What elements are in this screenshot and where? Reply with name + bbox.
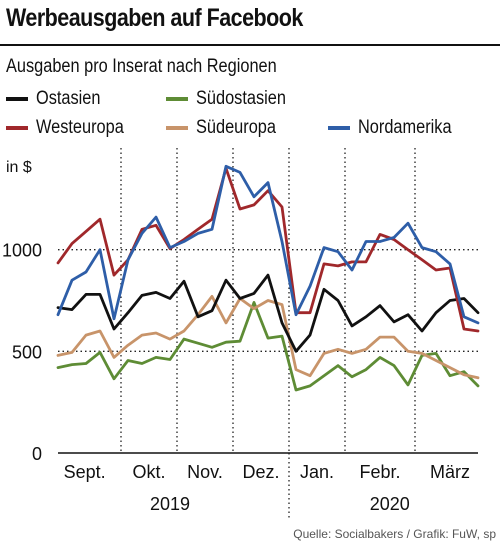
chart-subtitle: Ausgaben pro Inserat nach Regionen [6, 56, 277, 77]
y-tick-label-0: 0 [32, 444, 42, 464]
legend-swatch-ostasien [6, 97, 28, 101]
legend-label-suedeuropa: Südeuropa [196, 117, 276, 138]
year-label-2019: 2019 [150, 494, 190, 514]
legend-label-westeuropa: Westeuropa [36, 117, 124, 138]
y-tick-label-500: 500 [12, 342, 42, 362]
chart-title: Werbeausgaben auf Facebook [6, 4, 303, 32]
series-line-suedeuropa [56, 294, 480, 380]
legend-item-suedeuropa: Südeuropa [166, 117, 289, 139]
legend-swatch-suedeuropa [166, 126, 188, 130]
series-line-ostasien [56, 273, 480, 353]
legend-item-ostasien: Ostasien [6, 88, 111, 110]
year-label-2020: 2020 [370, 494, 410, 514]
y-tick-label-1000: 1000 [2, 241, 42, 261]
month-label-1: Okt. [132, 462, 165, 482]
legend-label-suedostasien: Südostasien [196, 88, 286, 109]
legend-item-suedostasien: Südostasien [166, 88, 301, 110]
legend-swatch-westeuropa [6, 126, 28, 130]
month-label-5: Febr. [359, 462, 400, 482]
title-rule [0, 44, 500, 46]
legend-swatch-nordamerika [328, 126, 350, 130]
y-axis-label: in $ [6, 159, 32, 176]
legend-label-ostasien: Ostasien [36, 88, 101, 109]
legend-label-nordamerika: Nordamerika [358, 117, 452, 138]
legend-item-nordamerika: Nordamerika [328, 117, 467, 139]
source-note: Quelle: Socialbakers / Grafik: FuW, sp [293, 527, 496, 541]
month-label-6: März [430, 462, 470, 482]
month-label-3: Dez. [242, 462, 279, 482]
series-line-suedostasien [56, 301, 480, 392]
month-label-4: Jan. [300, 462, 334, 482]
legend-swatch-suedostasien [166, 97, 188, 101]
legend-item-westeuropa: Westeuropa [6, 117, 138, 139]
month-label-0: Sept. [64, 462, 106, 482]
month-label-2: Nov. [187, 462, 223, 482]
series-line-nordamerika [56, 164, 480, 325]
